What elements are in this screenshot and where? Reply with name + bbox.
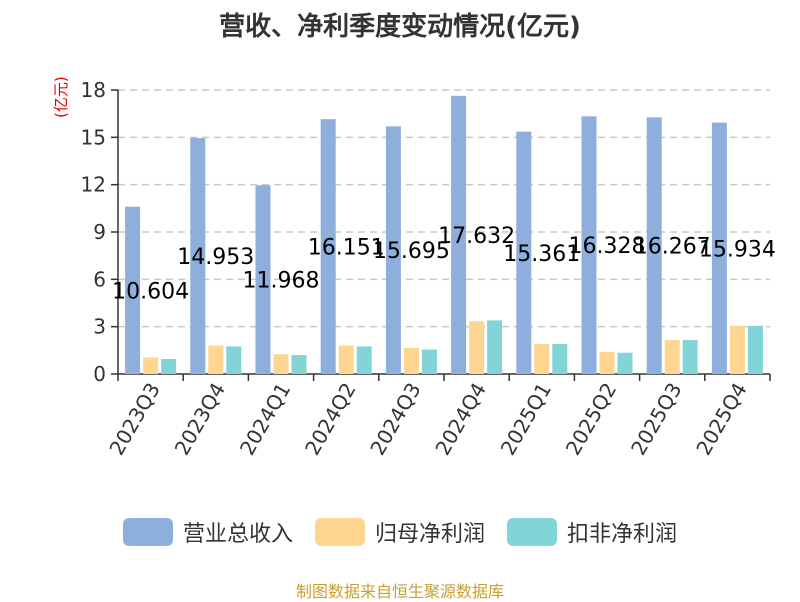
x-tick-label: 2023Q3 <box>104 379 164 460</box>
bar-revenue <box>516 131 532 374</box>
data-label: 16.151 <box>308 236 385 261</box>
x-tick-label: 2024Q1 <box>235 379 295 460</box>
bar-net-profit-excl <box>617 352 633 374</box>
bar-revenue <box>255 185 271 374</box>
data-label: 16.267 <box>634 235 711 260</box>
legend-item-net-profit-excl[interactable]: 扣非净利润 <box>507 516 677 548</box>
bar-net-profit-excl <box>682 340 698 374</box>
bar-revenue <box>646 117 662 374</box>
bar-net-profit <box>469 321 485 374</box>
x-tick-label: 2023Q4 <box>170 379 230 460</box>
data-label: 15.934 <box>699 237 776 262</box>
legend-swatch-revenue <box>122 518 173 546</box>
y-tick-label: 3 <box>93 315 106 339</box>
bar-net-profit-excl <box>421 349 437 374</box>
bar-net-profit <box>208 345 224 374</box>
y-tick-label: 6 <box>93 267 106 291</box>
x-tick-label: 2024Q2 <box>300 379 360 460</box>
bar-net-profit-excl <box>552 344 568 374</box>
x-tick-label: 2025Q3 <box>626 379 686 460</box>
x-tick-label: 2025Q4 <box>691 379 751 460</box>
bar-revenue <box>451 95 467 375</box>
legend-swatch-net-profit <box>314 518 365 546</box>
y-tick-label: 18 <box>81 78 106 102</box>
legend-swatch-net-profit-excl <box>507 518 557 546</box>
bar-revenue <box>711 122 727 374</box>
legend-label-net-profit: 归母净利润 <box>374 522 485 547</box>
bar-revenue <box>125 206 141 374</box>
data-label: 17.632 <box>438 224 515 249</box>
bar-net-profit-excl <box>291 355 307 374</box>
y-tick-label: 15 <box>81 125 106 149</box>
bar-revenue <box>385 126 401 375</box>
bar-net-profit <box>338 345 354 374</box>
bar-revenue <box>581 116 597 375</box>
legend-item-net-profit[interactable]: 归母净利润 <box>314 516 485 548</box>
bar-net-profit-excl <box>226 346 242 374</box>
data-label: 14.953 <box>177 245 254 270</box>
bar-net-profit <box>273 354 289 374</box>
data-label: 15.361 <box>503 242 580 267</box>
x-tick-label: 2024Q3 <box>365 379 425 460</box>
bar-revenue <box>320 119 336 374</box>
bar-revenue <box>190 138 206 374</box>
data-label: 10.604 <box>112 279 189 304</box>
x-tick-label: 2025Q2 <box>561 379 621 460</box>
bar-net-profit <box>143 357 159 374</box>
x-tick-label: 2024Q4 <box>430 378 490 459</box>
bar-net-profit <box>403 347 419 374</box>
legend-item-revenue[interactable]: 营业总收入 <box>122 516 293 548</box>
chart-title: 营收、净利季度变动情况(亿元) <box>219 12 581 42</box>
y-tick-label: 9 <box>93 220 106 244</box>
bar-net-profit <box>599 351 615 374</box>
bar-net-profit-excl <box>161 359 177 374</box>
x-tick-label: 2025Q1 <box>496 379 556 460</box>
data-label: 15.695 <box>373 239 450 264</box>
source-note: 制图数据来自恒生聚源数据库 <box>295 582 504 601</box>
bar-net-profit-excl <box>747 325 763 374</box>
bar-net-profit-excl <box>487 320 503 374</box>
bar-net-profit <box>664 340 680 374</box>
y-tick-label: 0 <box>93 362 106 386</box>
legend-label-revenue: 营业总收入 <box>182 522 293 547</box>
bar-net-profit <box>729 325 745 374</box>
bar-net-profit <box>534 344 550 374</box>
data-label: 16.328 <box>569 234 646 259</box>
legend: 营业总收入 归母净利润 扣非净利润 <box>0 516 800 548</box>
data-label: 11.968 <box>243 269 320 294</box>
bar-net-profit-excl <box>356 346 372 374</box>
chart-plot: 0 3 6 9 12 15 18 2023Q3 10.604 2023Q4 14.953 2024Q1… <box>81 78 776 460</box>
y-tick-label: 12 <box>81 173 106 197</box>
legend-label-net-profit-excl: 扣非净利润 <box>567 522 678 547</box>
